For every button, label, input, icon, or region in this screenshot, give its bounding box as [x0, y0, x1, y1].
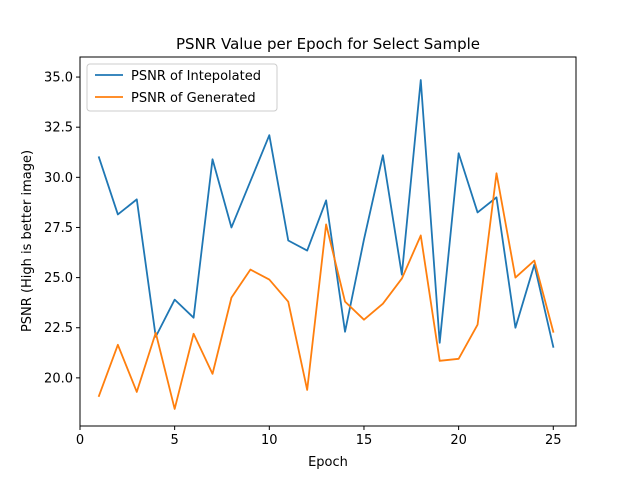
- y-tick-label: 35.0: [44, 71, 73, 86]
- x-tick-label: 10: [261, 433, 278, 448]
- y-tick-label: 32.5: [44, 121, 73, 136]
- series-layer: [97, 79, 555, 410]
- x-tick-label: 5: [171, 433, 179, 448]
- x-tick-label: 15: [356, 433, 373, 448]
- plot-area-frame: [79, 56, 577, 427]
- legend-label-interpolated: PSNR of Intepolated: [131, 69, 261, 84]
- series-line-generated: [97, 172, 555, 410]
- legend-label-generated: PSNR of Generated: [131, 91, 256, 106]
- y-tick-label: 20.0: [44, 371, 73, 386]
- legend-box: [86, 63, 278, 112]
- y-tick-label: 22.5: [44, 321, 73, 336]
- y-axis-ticks: 20.0 22.5 25.0 27.5 30.0 32.5 35.0: [44, 71, 80, 386]
- y-tick-label: 30.0: [44, 171, 73, 186]
- legend: PSNR of Intepolated PSNR of Generated: [86, 63, 278, 112]
- chart-title: PSNR Value per Epoch for Select Sample: [176, 35, 480, 53]
- x-axis-label: Epoch: [308, 455, 348, 470]
- y-tick-label: 27.5: [44, 221, 73, 236]
- x-axis-ticks: 0 5 10 15 20 25: [76, 426, 562, 448]
- y-axis-label: PSNR (High is better image): [20, 150, 35, 332]
- x-tick-label: 25: [545, 433, 562, 448]
- x-tick-label: 20: [450, 433, 467, 448]
- y-tick-label: 25.0: [44, 271, 73, 286]
- x-tick-label: 0: [76, 433, 84, 448]
- series-line-interpolated: [97, 79, 555, 348]
